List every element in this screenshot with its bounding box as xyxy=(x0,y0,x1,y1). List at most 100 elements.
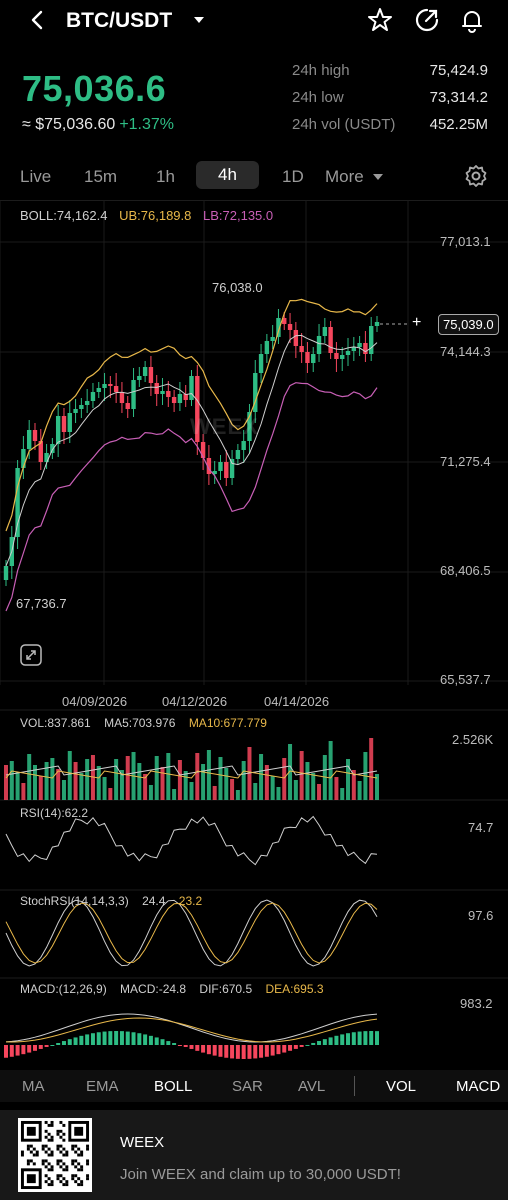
qr-module xyxy=(44,1159,48,1163)
qr-module xyxy=(86,1147,90,1151)
qr-module xyxy=(47,1177,51,1181)
candle-body xyxy=(67,413,72,432)
macd-histogram-bar xyxy=(369,1031,374,1045)
stat-low-label: 24h low xyxy=(292,89,344,106)
macd-histogram-bar xyxy=(67,1039,72,1045)
crosshair-plus-icon[interactable]: + xyxy=(412,314,422,331)
indicator-ma[interactable]: MA xyxy=(22,1078,45,1095)
macd-histogram-bar xyxy=(189,1045,194,1049)
last-price: 75,036.6 xyxy=(22,68,167,109)
tab-more[interactable]: More xyxy=(325,167,364,186)
indicator-boll[interactable]: BOLL xyxy=(154,1078,193,1095)
date-axis-label: 04/09/2026 xyxy=(62,694,128,709)
indicator-bar: MA EMA BOLL SAR AVL VOL MACD xyxy=(0,1070,508,1102)
high-annotation: 76,038.0 xyxy=(212,280,263,295)
stochrsi-d-line xyxy=(5,902,378,964)
expand-icon[interactable] xyxy=(20,644,42,666)
stochrsi-axis-label: 97.6 xyxy=(468,908,494,923)
qr-module xyxy=(65,1165,69,1169)
qr-module xyxy=(41,1144,45,1148)
qr-module xyxy=(65,1153,69,1157)
indicator-macd[interactable]: MACD xyxy=(456,1078,501,1095)
qr-module xyxy=(62,1153,66,1157)
star-icon[interactable] xyxy=(366,6,394,34)
macd-histogram-bar xyxy=(230,1045,235,1059)
candlestick-chart[interactable] xyxy=(0,200,508,1065)
candle-body xyxy=(357,343,362,347)
qr-module xyxy=(71,1162,75,1166)
qr-module xyxy=(62,1138,66,1142)
tab-4h[interactable]: 4h xyxy=(196,161,259,189)
qr-module xyxy=(26,1174,36,1184)
volume-bar xyxy=(44,762,49,800)
caret-down-icon[interactable] xyxy=(372,172,384,182)
tab-1d[interactable]: 1D xyxy=(282,167,304,186)
caret-down-icon[interactable] xyxy=(192,13,206,27)
volume-bar xyxy=(375,774,379,800)
candle-body xyxy=(3,566,9,580)
current-price-tag: 75,039.0 xyxy=(438,314,499,335)
candle-body xyxy=(137,376,142,380)
share-icon[interactable] xyxy=(413,6,441,34)
qr-module xyxy=(59,1165,63,1169)
volume-bar xyxy=(224,768,229,800)
macd-histogram-bar xyxy=(253,1045,258,1059)
candle-body xyxy=(102,384,107,388)
pair-title[interactable]: BTC/USDT xyxy=(66,9,173,32)
volume-bar xyxy=(4,765,8,800)
tab-1h[interactable]: 1h xyxy=(156,167,175,186)
fiat-price: ≈ $75,036.60 xyxy=(22,116,116,133)
macd-histogram-bar xyxy=(125,1031,130,1045)
candle-body xyxy=(293,330,299,346)
tab-live[interactable]: Live xyxy=(20,167,52,186)
qr-module xyxy=(77,1147,81,1151)
candle-body xyxy=(119,392,125,403)
indicator-ema[interactable]: EMA xyxy=(86,1078,119,1095)
candle-body xyxy=(351,347,357,351)
indicator-sar[interactable]: SAR xyxy=(232,1078,263,1095)
bell-icon[interactable] xyxy=(458,6,486,34)
candle-body xyxy=(276,318,281,337)
macd-histogram-bar xyxy=(328,1037,333,1045)
macd-label: MACD:(12,26,9) xyxy=(20,982,107,996)
volume-bar xyxy=(235,790,240,800)
volume-bar xyxy=(340,788,345,800)
promo-banner[interactable]: WEEX Join WEEX and claim up to 30,000 US… xyxy=(0,1110,508,1200)
stochrsi-legend: StochRSI(14,14,3,3) 24.4 23.2 xyxy=(20,894,212,908)
candle-body xyxy=(73,409,78,413)
macd-histogram-bar xyxy=(90,1033,95,1045)
qr-module xyxy=(62,1147,66,1151)
indicator-avl[interactable]: AVL xyxy=(298,1078,326,1095)
volume-bar xyxy=(299,751,304,800)
qr-module xyxy=(80,1153,84,1157)
qr-module xyxy=(26,1159,30,1163)
back-arrow-icon[interactable] xyxy=(24,6,52,34)
rsi-value: RSI(14):62.2 xyxy=(20,806,89,820)
qr-module xyxy=(50,1180,54,1184)
gear-icon[interactable] xyxy=(462,162,490,190)
qr-module xyxy=(50,1165,54,1169)
qr-module xyxy=(62,1132,66,1136)
tab-15m[interactable]: 15m xyxy=(84,167,118,186)
qr-module xyxy=(47,1132,51,1136)
volume-bar xyxy=(218,757,223,800)
qr-module xyxy=(80,1183,84,1187)
macd-histogram-bar xyxy=(44,1045,49,1047)
qr-module xyxy=(74,1159,78,1163)
candle-body xyxy=(189,376,194,400)
candle-body xyxy=(195,376,200,442)
qr-module xyxy=(56,1144,60,1148)
qr-module xyxy=(86,1162,90,1166)
volume-bar xyxy=(369,738,374,800)
indicator-vol[interactable]: VOL xyxy=(386,1078,417,1095)
candle-body xyxy=(15,468,20,537)
price-axis-label: 74,144.3 xyxy=(440,344,491,359)
volume-bar xyxy=(212,786,217,800)
boll-ub-line xyxy=(5,298,378,532)
top-header: BTC/USDT xyxy=(0,0,508,44)
qr-module xyxy=(80,1165,84,1169)
volume-bar xyxy=(61,780,66,800)
volume-bar xyxy=(15,772,20,800)
macd-histogram-bar xyxy=(154,1037,159,1045)
promo-title: WEEX xyxy=(120,1134,165,1151)
